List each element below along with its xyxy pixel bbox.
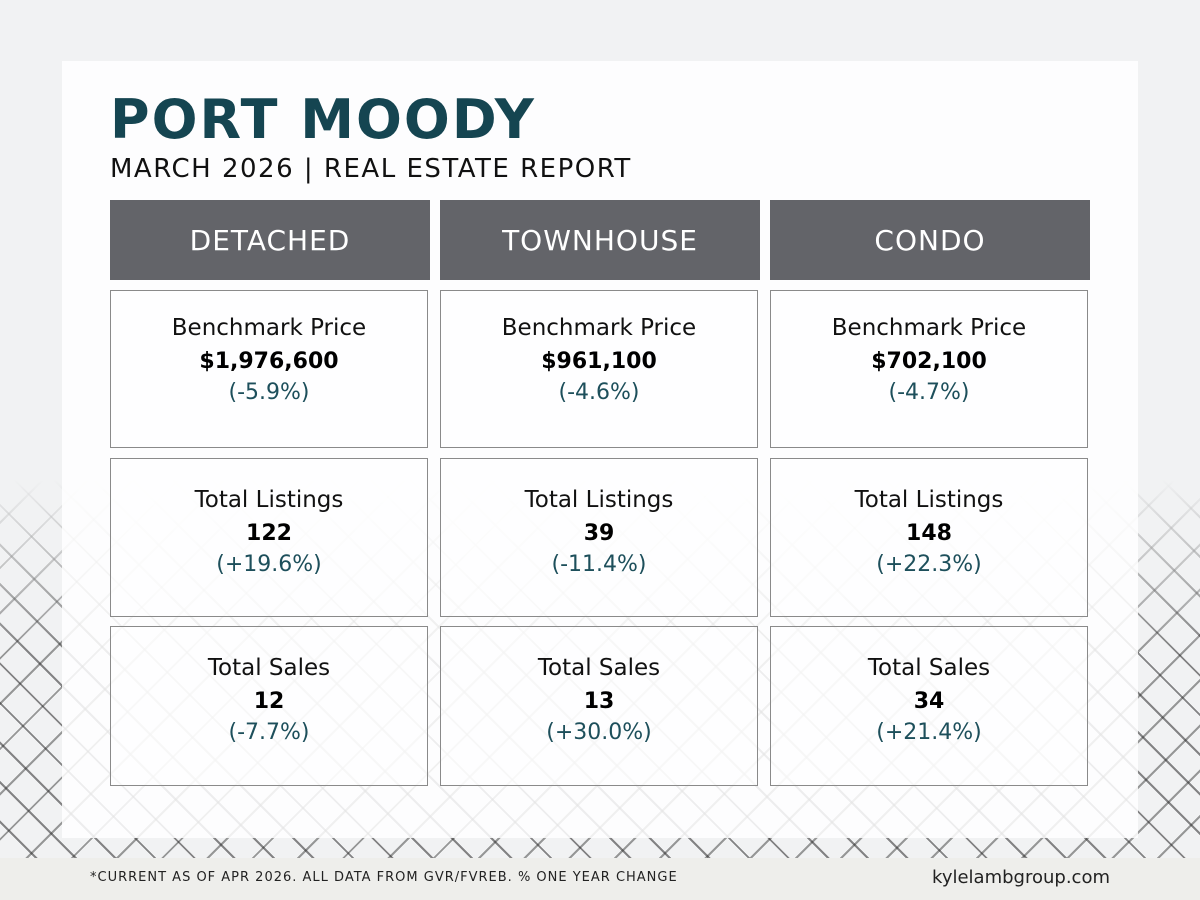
metric-label: Total Listings — [194, 487, 344, 513]
metric-card: Total Sales 13 (+30.0%) — [440, 626, 758, 786]
metric-change: (+22.3%) — [876, 552, 982, 577]
metric-card: Benchmark Price $702,100 (-4.7%) — [770, 290, 1088, 448]
metric-value: 34 — [913, 689, 945, 714]
metric-value: $961,100 — [541, 349, 657, 374]
footer: *CURRENT AS OF APR 2026. ALL DATA FROM G… — [0, 858, 1200, 900]
metric-card: Benchmark Price $1,976,600 (-5.9%) — [110, 290, 428, 448]
metric-card: Total Listings 39 (-11.4%) — [440, 458, 758, 617]
metric-value: 39 — [583, 521, 615, 546]
metric-change: (+21.4%) — [876, 720, 982, 745]
metric-change: (+19.6%) — [216, 552, 322, 577]
metric-label: Total Listings — [524, 487, 674, 513]
metric-label: Total Listings — [854, 487, 1004, 513]
metric-label: Total Sales — [867, 655, 991, 681]
metric-change: (-11.4%) — [551, 552, 647, 577]
metric-card: Benchmark Price $961,100 (-4.6%) — [440, 290, 758, 448]
metric-card: Total Sales 34 (+21.4%) — [770, 626, 1088, 786]
metric-value: $1,976,600 — [199, 349, 339, 374]
metric-card: Total Listings 148 (+22.3%) — [770, 458, 1088, 617]
metric-change: (+30.0%) — [546, 720, 652, 745]
page-title: PORT MOODY — [110, 88, 536, 151]
metric-label: Benchmark Price — [501, 315, 697, 341]
metric-change: (-4.7%) — [888, 380, 970, 405]
page-subtitle: MARCH 2026 | REAL ESTATE REPORT — [110, 154, 632, 184]
metric-change: (-4.6%) — [558, 380, 640, 405]
metric-change: (-7.7%) — [228, 720, 310, 745]
metric-value: $702,100 — [871, 349, 987, 374]
metric-value: 12 — [253, 689, 285, 714]
metric-label: Total Sales — [537, 655, 661, 681]
metric-card: Total Sales 12 (-7.7%) — [110, 626, 428, 786]
footer-note: *CURRENT AS OF APR 2026. ALL DATA FROM G… — [90, 870, 678, 885]
metric-label: Benchmark Price — [171, 315, 367, 341]
metric-card: Total Listings 122 (+19.6%) — [110, 458, 428, 617]
website-link[interactable]: kylelambgroup.com — [932, 867, 1110, 888]
column-header-detached: DETACHED — [110, 200, 430, 280]
metric-value: 148 — [906, 521, 952, 546]
metric-label: Benchmark Price — [831, 315, 1027, 341]
metric-change: (-5.9%) — [228, 380, 310, 405]
metric-value: 13 — [583, 689, 615, 714]
column-header-townhouse: TOWNHOUSE — [440, 200, 760, 280]
metric-label: Total Sales — [207, 655, 331, 681]
metric-value: 122 — [246, 521, 292, 546]
column-header-condo: CONDO — [770, 200, 1090, 280]
